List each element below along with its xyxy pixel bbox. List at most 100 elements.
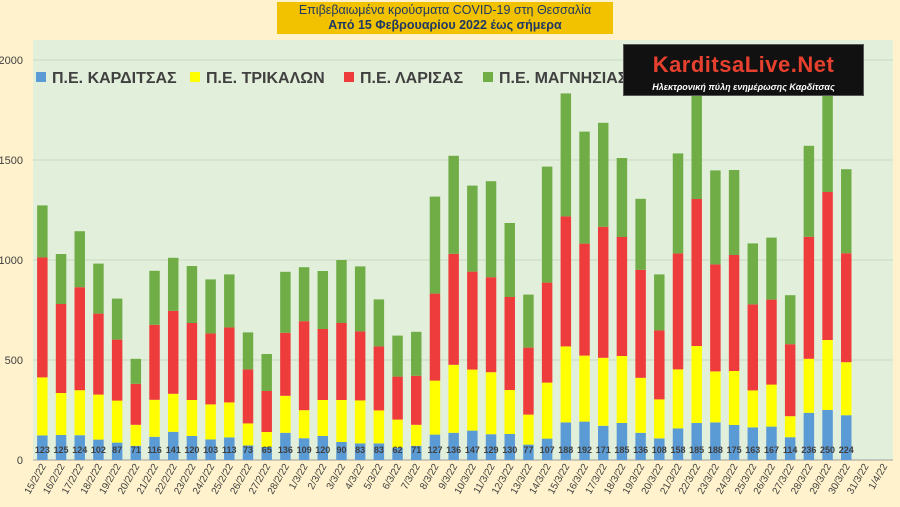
- bar-karditsa: [504, 434, 515, 460]
- bar-trikala: [784, 416, 796, 438]
- data-label-karditsa: 185: [689, 445, 704, 455]
- bar-trikala: [149, 399, 160, 437]
- bar-trikala: [93, 394, 104, 440]
- bar-trikala: [224, 402, 235, 438]
- legend-label-magnisia: Π.Ε. ΜΑΓΝΗΣΙΑΣ: [499, 70, 628, 87]
- bar-larisa: [373, 346, 385, 411]
- data-label-karditsa: 123: [35, 445, 50, 455]
- bar-trikala: [841, 362, 852, 416]
- bar-magnisia: [616, 158, 628, 237]
- bar-larisa: [317, 329, 329, 400]
- bar-magnisia: [710, 170, 721, 265]
- bar-larisa: [597, 226, 609, 358]
- bar-trikala: [373, 410, 385, 444]
- bar-larisa: [841, 253, 852, 363]
- bar-larisa: [803, 236, 815, 359]
- bar-karditsa: [485, 434, 497, 460]
- data-label-karditsa: 113: [222, 445, 237, 455]
- bar-magnisia: [691, 93, 702, 199]
- legend-swatch-larisa: [344, 72, 354, 82]
- bar-magnisia: [392, 335, 403, 377]
- bar-karditsa: [111, 442, 123, 460]
- bar-trikala: [523, 414, 534, 445]
- bar-karditsa: [74, 435, 85, 460]
- bar-karditsa: [242, 445, 254, 460]
- bar-karditsa: [672, 428, 684, 460]
- bar-larisa: [261, 391, 272, 432]
- bar-karditsa: [841, 415, 852, 460]
- bar-magnisia: [485, 181, 497, 278]
- data-label-karditsa: 116: [147, 445, 162, 455]
- data-label-karditsa: 83: [355, 445, 365, 455]
- bar-magnisia: [728, 170, 740, 255]
- legend-swatch-trikala: [190, 72, 200, 82]
- bar-magnisia: [130, 358, 142, 384]
- bar-magnisia: [354, 266, 366, 332]
- plot-area: [33, 40, 893, 460]
- bar-karditsa: [766, 426, 777, 460]
- chart-title: Επιβεβαιωμένα κρούσματα COVID-19 στη Θεσ…: [298, 3, 592, 17]
- data-label-karditsa: 102: [91, 445, 106, 455]
- bar-magnisia: [93, 263, 104, 314]
- data-label-karditsa: 129: [484, 445, 499, 455]
- bar-larisa: [411, 375, 422, 425]
- bar-magnisia: [55, 254, 67, 304]
- bar-larisa: [728, 255, 740, 371]
- data-label-karditsa: 147: [465, 445, 480, 455]
- bar-karditsa: [205, 439, 216, 460]
- data-label-karditsa: 125: [54, 445, 69, 455]
- bar-magnisia: [766, 237, 777, 300]
- y-tick-label: 0: [17, 455, 23, 467]
- data-label-karditsa: 108: [652, 445, 667, 455]
- bar-magnisia: [523, 294, 534, 348]
- bar-trikala: [766, 384, 777, 427]
- bar-trikala: [448, 364, 459, 433]
- bar-magnisia: [373, 299, 385, 347]
- bar-larisa: [93, 313, 104, 395]
- bar-larisa: [224, 327, 235, 403]
- bar-larisa: [149, 324, 160, 400]
- bar-karditsa: [392, 447, 403, 460]
- data-label-karditsa: 107: [540, 445, 555, 455]
- bar-larisa: [205, 333, 216, 405]
- bar-trikala: [167, 393, 179, 432]
- bar-karditsa: [579, 421, 590, 460]
- bar-karditsa: [654, 438, 665, 460]
- bar-magnisia: [186, 266, 198, 323]
- bar-magnisia: [242, 332, 254, 370]
- data-label-karditsa: 130: [502, 445, 517, 455]
- bar-trikala: [579, 355, 590, 422]
- bar-larisa: [691, 199, 702, 346]
- legend-item-karditsa: Π.Ε. ΚΑΡΔΙΤΣΑΣ: [36, 70, 177, 88]
- legend-swatch-magnisia: [483, 72, 493, 82]
- data-label-karditsa: 109: [297, 445, 312, 455]
- data-label-karditsa: 188: [558, 445, 573, 455]
- data-label-karditsa: 158: [670, 445, 685, 455]
- bar-larisa: [541, 282, 553, 383]
- bar-larisa: [37, 257, 48, 378]
- bar-karditsa: [224, 437, 235, 460]
- bar-trikala: [597, 357, 609, 426]
- y-tick-label: 1000: [0, 255, 23, 267]
- data-label-karditsa: 175: [727, 445, 742, 455]
- bar-larisa: [298, 321, 310, 411]
- bar-larisa: [766, 299, 777, 385]
- bar-larisa: [523, 347, 534, 415]
- bar-karditsa: [167, 431, 179, 460]
- data-label-karditsa: 83: [374, 445, 384, 455]
- data-label-karditsa: 188: [708, 445, 723, 455]
- legend-swatch-karditsa: [36, 72, 46, 82]
- bar-larisa: [280, 332, 291, 396]
- bar-karditsa: [803, 412, 815, 460]
- bar-karditsa: [784, 437, 796, 460]
- bar-karditsa: [635, 432, 646, 460]
- bar-karditsa: [317, 436, 329, 460]
- bar-trikala: [822, 340, 833, 410]
- legend-label-karditsa: Π.Ε. ΚΑΡΔΙΤΣΑΣ: [52, 70, 177, 87]
- chart-title-box: Επιβεβαιωμένα κρούσματα COVID-19 στη Θεσ…: [277, 2, 613, 34]
- data-label-karditsa: 77: [523, 445, 533, 455]
- bar-trikala: [392, 419, 403, 448]
- bar-karditsa: [448, 432, 459, 460]
- legend-label-larisa: Π.Ε. ΛΑΡΙΣΑΣ: [360, 70, 464, 87]
- bar-magnisia: [467, 185, 478, 272]
